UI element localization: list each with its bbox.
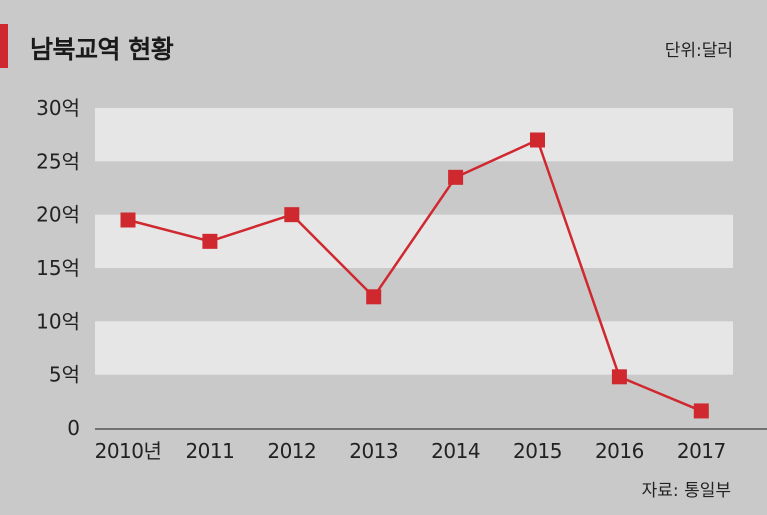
- y-tick-label: 15억: [36, 256, 80, 280]
- x-tick-label: 2016: [595, 439, 644, 463]
- data-point-marker: [202, 233, 218, 249]
- y-tick-label: 30억: [36, 96, 80, 120]
- y-tick-label: 25억: [36, 149, 80, 173]
- y-tick-label: 5억: [49, 363, 80, 387]
- title-accent-bar: [0, 24, 8, 68]
- x-tick-label: 2011: [185, 439, 234, 463]
- data-point-marker: [693, 403, 709, 419]
- y-tick-label: 0: [67, 416, 80, 440]
- source-label: 자료: 통일부: [641, 481, 731, 501]
- x-tick-label: 2010년: [95, 439, 162, 463]
- x-tick-label: 2017: [677, 439, 726, 463]
- data-point-marker: [366, 289, 382, 305]
- data-point-marker: [448, 169, 464, 185]
- plot-band: [95, 108, 733, 162]
- y-tick-label: 20억: [36, 203, 80, 227]
- x-axis-ticks: 2010년 2011 2012 2013 2014 2015 2016 2017: [95, 439, 727, 463]
- x-tick-label: 2013: [349, 439, 398, 463]
- plot-bands: [95, 108, 733, 375]
- chart-title: 남북교역 현황: [30, 35, 174, 64]
- plot-band: [95, 321, 733, 375]
- data-point-marker: [611, 369, 627, 385]
- series-line: [127, 138, 702, 413]
- data-series: [120, 132, 709, 419]
- data-point-marker: [530, 132, 545, 148]
- y-tick-label: 10억: [36, 309, 80, 333]
- unit-label: 단위:달러: [664, 41, 733, 61]
- data-point-marker: [120, 212, 136, 228]
- y-axis-ticks: 0 5억 10억 15억 20억 25억 30억: [36, 96, 80, 440]
- x-tick-label: 2015: [513, 439, 562, 463]
- plot-band: [95, 214, 733, 268]
- x-tick-label: 2014: [431, 439, 480, 463]
- x-tick-label: 2012: [267, 439, 316, 463]
- data-point-marker: [284, 207, 300, 223]
